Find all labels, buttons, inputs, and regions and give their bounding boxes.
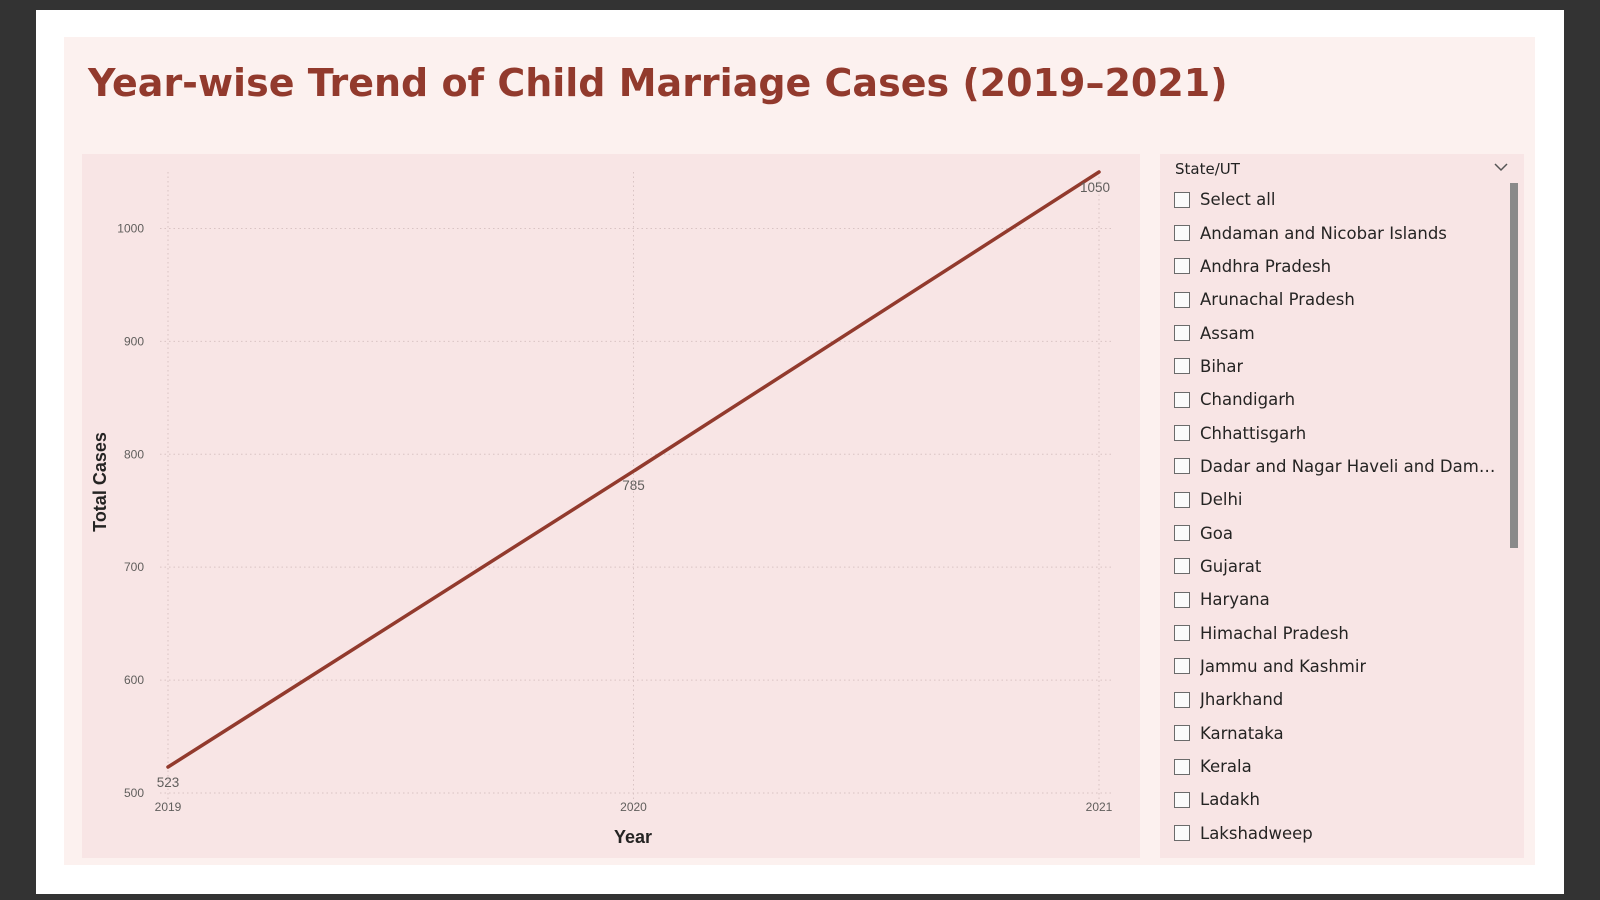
x-axis-ticks: 2019 2020 2021 bbox=[155, 800, 1113, 814]
data-label: 1050 bbox=[1080, 180, 1110, 195]
y-tick-label: 1000 bbox=[117, 221, 144, 235]
chevron-down-icon[interactable] bbox=[1492, 158, 1510, 176]
checkbox[interactable] bbox=[1174, 291, 1190, 308]
checkbox[interactable] bbox=[1174, 758, 1190, 775]
slicer-item-label: Arunachal Pradesh bbox=[1200, 290, 1355, 310]
slicer-scrollbar-thumb[interactable] bbox=[1510, 183, 1518, 548]
slicer-header: State/UT bbox=[1175, 160, 1240, 178]
slicer-item-label: Bihar bbox=[1200, 356, 1244, 376]
slicer-item-label: Himachal Pradesh bbox=[1200, 623, 1349, 643]
slicer-item-label: Chandigarh bbox=[1200, 390, 1296, 410]
series-line[interactable] bbox=[166, 170, 1101, 769]
checkbox[interactable] bbox=[1174, 725, 1190, 742]
checkbox[interactable] bbox=[1174, 258, 1190, 275]
slicer-item-label: Karnataka bbox=[1200, 723, 1284, 743]
slicer-item-label: Haryana bbox=[1200, 590, 1270, 610]
checkbox[interactable] bbox=[1174, 458, 1190, 475]
slicer-item-label: Andaman and Nicobar Islands bbox=[1200, 223, 1447, 243]
checkbox[interactable] bbox=[1174, 325, 1190, 342]
slicer-item[interactable]: Jharkhand bbox=[1174, 683, 1506, 716]
slicer-item[interactable]: Chhattisgarh bbox=[1174, 416, 1506, 449]
series-lines[interactable] bbox=[166, 170, 1101, 769]
slicer-item-label: Ladakh bbox=[1200, 790, 1260, 810]
checkbox[interactable] bbox=[1174, 391, 1190, 408]
slicer-item[interactable]: Haryana bbox=[1174, 583, 1506, 616]
data-label: 523 bbox=[157, 775, 180, 790]
checkbox[interactable] bbox=[1174, 191, 1190, 208]
y-tick-label: 900 bbox=[124, 334, 144, 348]
slicer-item[interactable]: Himachal Pradesh bbox=[1174, 616, 1506, 649]
state-ut-slicer[interactable]: State/UT Select all Andaman and Nicobar I… bbox=[1160, 154, 1524, 858]
y-tick-label: 700 bbox=[124, 560, 144, 574]
report-canvas: Year-wise Trend of Child Marriage Cases … bbox=[36, 10, 1564, 894]
slicer-item[interactable]: Chandigarh bbox=[1174, 383, 1506, 416]
checkbox[interactable] bbox=[1174, 225, 1190, 242]
slicer-item-label: Andhra Pradesh bbox=[1200, 256, 1332, 276]
checkbox[interactable] bbox=[1174, 358, 1190, 375]
x-axis-title: Year bbox=[614, 827, 652, 847]
slicer-item[interactable]: Karnataka bbox=[1174, 717, 1506, 750]
x-tick-label: 2020 bbox=[620, 800, 647, 814]
slicer-item[interactable]: Dadar and Nagar Haveli and Daman ... bbox=[1174, 450, 1506, 483]
slicer-item-label: Chhattisgarh bbox=[1200, 423, 1307, 443]
slicer-item[interactable]: Assam bbox=[1174, 316, 1506, 349]
slicer-item-label: Gujarat bbox=[1200, 556, 1262, 576]
slicer-item[interactable]: Goa bbox=[1174, 516, 1506, 549]
slicer-item[interactable]: Ladakh bbox=[1174, 783, 1506, 816]
data-label: 785 bbox=[622, 478, 645, 493]
slicer-item-label: Goa bbox=[1200, 523, 1233, 543]
slicer-item[interactable]: Jammu and Kashmir bbox=[1174, 650, 1506, 683]
checkbox[interactable] bbox=[1174, 425, 1190, 442]
checkbox[interactable] bbox=[1174, 691, 1190, 708]
y-axis-title: Total Cases bbox=[90, 432, 110, 532]
slicer-item[interactable]: Andhra Pradesh bbox=[1174, 250, 1506, 283]
page-title: Year-wise Trend of Child Marriage Cases … bbox=[88, 61, 1228, 105]
checkbox[interactable] bbox=[1174, 658, 1190, 675]
slicer-item-label: Assam bbox=[1200, 323, 1255, 343]
checkbox[interactable] bbox=[1174, 625, 1190, 642]
x-tick-label: 2021 bbox=[1086, 800, 1113, 814]
slicer-scrollbar[interactable] bbox=[1510, 183, 1518, 853]
y-tick-label: 600 bbox=[124, 673, 144, 687]
slicer-item-label: Jharkhand bbox=[1200, 690, 1284, 710]
checkbox[interactable] bbox=[1174, 558, 1190, 575]
checkbox[interactable] bbox=[1174, 491, 1190, 508]
slicer-item[interactable]: Andaman and Nicobar Islands bbox=[1174, 216, 1506, 249]
y-tick-label: 800 bbox=[124, 447, 144, 461]
slicer-item[interactable]: Kerala bbox=[1174, 750, 1506, 783]
slicer-item[interactable]: Delhi bbox=[1174, 483, 1506, 516]
y-tick-label: 500 bbox=[124, 786, 144, 800]
slicer-item[interactable]: Gujarat bbox=[1174, 550, 1506, 583]
x-tick-label: 2019 bbox=[155, 800, 182, 814]
slicer-item-label: Lakshadweep bbox=[1200, 823, 1313, 843]
slicer-item[interactable]: Arunachal Pradesh bbox=[1174, 283, 1506, 316]
checkbox[interactable] bbox=[1174, 525, 1190, 542]
slicer-item[interactable]: Lakshadweep bbox=[1174, 817, 1506, 850]
report-panel: Year-wise Trend of Child Marriage Cases … bbox=[64, 37, 1535, 865]
slicer-item-label: Select all bbox=[1200, 190, 1276, 210]
checkbox[interactable] bbox=[1174, 825, 1190, 842]
slicer-item-select-all[interactable]: Select all bbox=[1174, 183, 1506, 216]
slicer-item-label: Delhi bbox=[1200, 490, 1243, 510]
slicer-list: Select all Andaman and Nicobar Islands And… bbox=[1174, 183, 1506, 853]
line-chart-visual[interactable]: 500 600 700 800 900 1000 2019 2020 2021 523 785 1… bbox=[82, 154, 1140, 858]
checkbox[interactable] bbox=[1174, 791, 1190, 808]
checkbox[interactable] bbox=[1174, 591, 1190, 608]
slicer-item[interactable]: Bihar bbox=[1174, 350, 1506, 383]
data-labels: 523 785 1050 bbox=[157, 180, 1110, 790]
y-axis-ticks: 500 600 700 800 900 1000 bbox=[117, 221, 144, 800]
chart-gridlines bbox=[160, 172, 1111, 799]
slicer-item-label: Jammu and Kashmir bbox=[1200, 656, 1367, 676]
line-chart[interactable]: 500 600 700 800 900 1000 2019 2020 2021 523 785 1… bbox=[82, 154, 1140, 858]
slicer-item-label: Kerala bbox=[1200, 757, 1252, 777]
slicer-item-label: Dadar and Nagar Haveli and Daman ... bbox=[1200, 456, 1504, 476]
